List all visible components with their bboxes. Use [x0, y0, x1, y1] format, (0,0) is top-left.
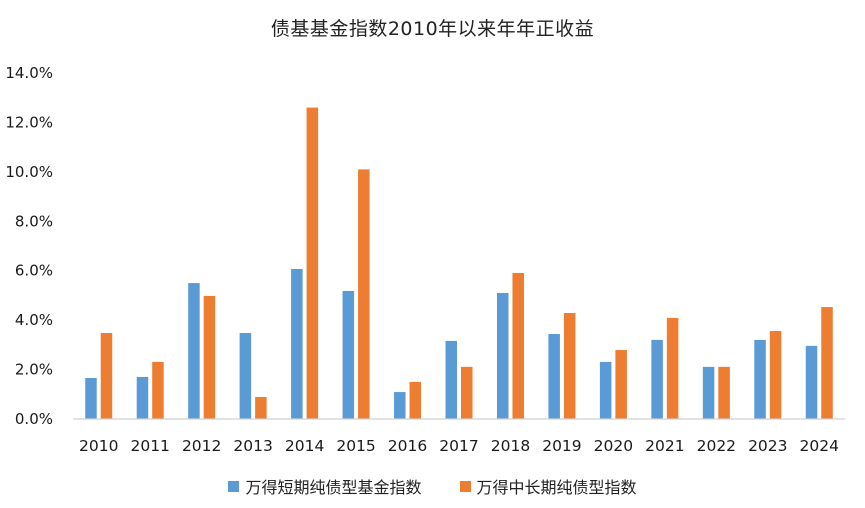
x-tick-label: 2014 [285, 437, 324, 455]
bar-2023-short-term [754, 339, 766, 419]
bar-2021-mid-long-term [666, 317, 679, 419]
x-tick-label: 2015 [336, 437, 375, 455]
x-tick-label: 2021 [645, 437, 684, 455]
x-tick-label: 2017 [439, 437, 478, 455]
y-tick-label: 4.0% [15, 311, 53, 329]
bar-2017-mid-long-term [461, 366, 473, 419]
chart-title: 债基基金指数2010年以来年年正收益 [270, 18, 595, 40]
bar-2016-short-term [394, 392, 406, 419]
legend: 万得短期纯债型基金指数 万得中长期纯债型指数 [0, 474, 865, 498]
plot-area: 0.0% 2.0% 4.0% 6.0% 8.0% 10.0% 12.0% 14.0% 2010… [5, 64, 845, 455]
bar-2010-mid-long-term [100, 332, 113, 419]
y-tick-label: 14.0% [5, 64, 53, 82]
legend-swatch-orange [459, 480, 471, 492]
x-tick-label: 2020 [594, 437, 633, 455]
x-tick-label: 2023 [748, 437, 787, 455]
x-tick-label: 2018 [491, 437, 530, 455]
bar-2010-short-term [85, 377, 97, 419]
y-tick-label: 2.0% [15, 361, 53, 379]
x-axis: 2010 2011 2012 2013 2014 2015 2016 2017 2018 2019… [79, 437, 839, 455]
x-tick-label: 2010 [79, 437, 118, 455]
y-tick-label: 10.0% [5, 163, 53, 181]
x-tick-label: 2012 [182, 437, 221, 455]
bar-2020-short-term [599, 361, 612, 419]
bar-2013-mid-long-term [255, 397, 267, 419]
legend-label: 万得中长期纯债型指数 [476, 478, 637, 497]
bar-2023-mid-long-term [769, 331, 782, 419]
bar-2016-mid-long-term [409, 381, 422, 419]
bar-2011-mid-long-term [152, 361, 164, 419]
bar-2018-mid-long-term [512, 272, 524, 419]
bar-2022-mid-long-term [718, 366, 730, 419]
bar-2015-short-term [342, 290, 355, 419]
bar-2014-mid-long-term [306, 107, 319, 419]
bar-2024-mid-long-term [821, 307, 833, 419]
bar-2024-short-term [805, 345, 818, 419]
bar-2015-mid-long-term [358, 169, 370, 419]
bars [85, 107, 833, 419]
legend-item-short-term: 万得短期纯债型基金指数 [228, 474, 422, 498]
y-tick-label: 6.0% [15, 262, 53, 280]
legend-swatch-blue [228, 480, 240, 492]
bar-2014-short-term [291, 268, 303, 419]
y-tick-label: 8.0% [15, 212, 53, 230]
y-tick-label: 12.0% [5, 113, 53, 131]
bar-2019-mid-long-term [563, 312, 576, 419]
x-tick-label: 2022 [697, 437, 736, 455]
bar-2011-short-term [136, 376, 149, 419]
x-tick-label: 2011 [130, 437, 169, 455]
legend-item-mid-long-term: 万得中长期纯债型指数 [459, 474, 637, 498]
bar-2020-mid-long-term [615, 350, 627, 419]
x-tick-label: 2016 [388, 437, 427, 455]
bar-2019-short-term [548, 333, 560, 419]
x-tick-label: 2019 [542, 437, 581, 455]
bar-2022-short-term [702, 366, 715, 419]
x-tick-label: 2013 [233, 437, 272, 455]
y-tick-label: 0.0% [15, 410, 53, 428]
bar-2017-short-term [445, 340, 457, 419]
legend-label: 万得短期纯债型基金指数 [245, 478, 422, 497]
bar-2012-mid-long-term [203, 295, 216, 419]
x-tick-label: 2024 [800, 437, 839, 455]
y-axis: 0.0% 2.0% 4.0% 6.0% 8.0% 10.0% 12.0% 14.0% [5, 64, 53, 428]
bar-2018-short-term [496, 292, 509, 419]
bar-2012-short-term [188, 283, 200, 419]
bar-2013-short-term [239, 332, 252, 419]
bar-2021-short-term [651, 339, 663, 419]
